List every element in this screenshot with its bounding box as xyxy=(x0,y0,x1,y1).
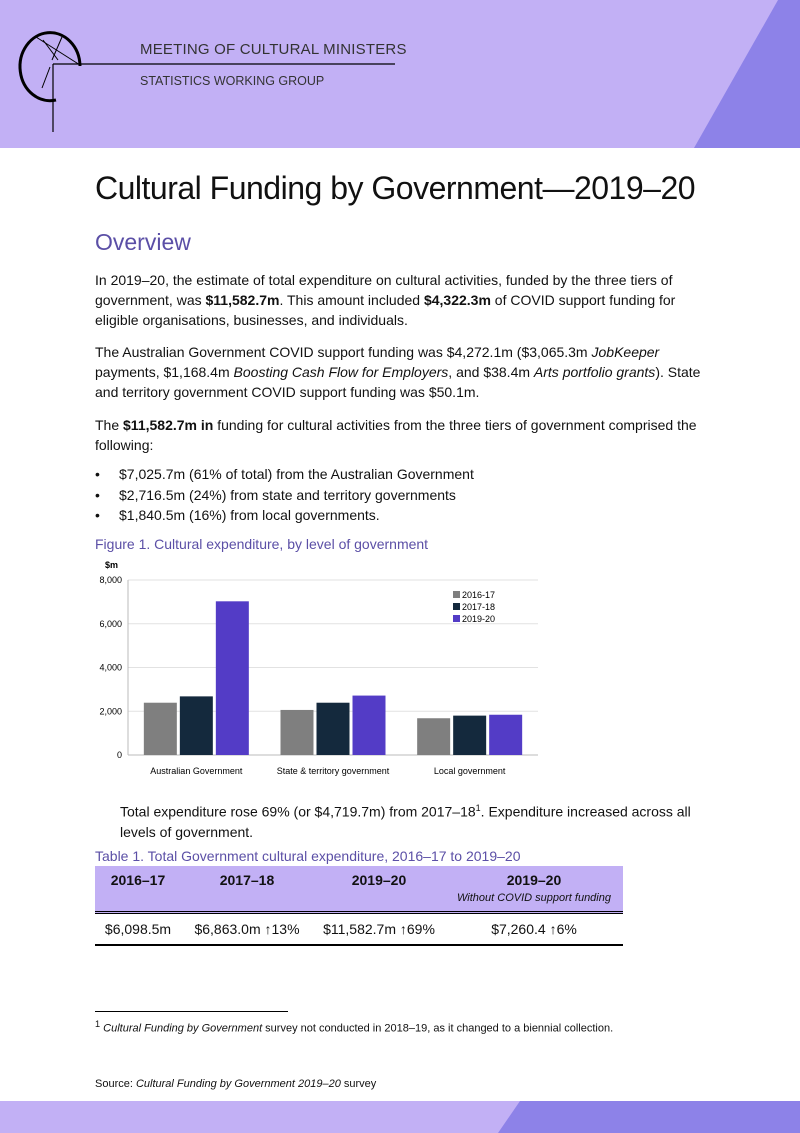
col-header: 2017–18 xyxy=(181,866,313,914)
header-accent-shape xyxy=(694,0,800,148)
header-band: MEETING OF CULTURAL MINISTERS STATISTICS… xyxy=(0,0,800,148)
table-cell: $6,098.5m xyxy=(95,912,181,946)
col-header: 2019–20 xyxy=(313,866,445,914)
bullet-list: $7,025.7m (61% of total) from the Austra… xyxy=(95,464,474,526)
col-header: 2019–20 Without COVID support funding xyxy=(445,866,623,914)
legend-label: 2019-20 xyxy=(462,614,495,624)
bullet-item: $2,716.5m (24%) from state and territory… xyxy=(95,485,474,506)
bar xyxy=(215,601,249,755)
legend-swatch xyxy=(453,615,460,622)
group-name: STATISTICS WORKING GROUP xyxy=(140,74,325,88)
bar xyxy=(316,702,350,755)
table-header-row: 2016–17 2017–18 2019–20 2019–20 Without C… xyxy=(95,866,623,914)
x-tick-label: Local government xyxy=(434,766,506,776)
paragraph-2: The Australian Government COVID support … xyxy=(95,344,701,400)
bar xyxy=(417,718,451,755)
footnote: 1 Cultural Funding by Government survey … xyxy=(95,1019,614,1035)
legend-swatch xyxy=(453,591,460,598)
paragraph-1: In 2019–20, the estimate of total expend… xyxy=(95,272,676,328)
y-tick-label: 2,000 xyxy=(99,706,122,716)
col-header: 2016–17 xyxy=(95,866,181,914)
logo-icon xyxy=(18,31,395,132)
footnote-divider xyxy=(95,1011,288,1012)
y-tick-label: 4,000 xyxy=(99,663,122,673)
org-name: MEETING OF CULTURAL MINISTERS xyxy=(140,41,407,58)
legend-label: 2016-17 xyxy=(462,590,495,600)
table-cell: $7,260.4 ↑6% xyxy=(445,912,623,946)
table-caption: Table 1. Total Government cultural expen… xyxy=(95,848,521,864)
bar xyxy=(143,702,177,755)
legend-swatch xyxy=(453,603,460,610)
bar-chart: $m 0 2,000 4,000 6,000 8,000 Australian Govern… xyxy=(99,560,538,776)
table-cell: $6,863.0m ↑13% xyxy=(181,912,313,946)
page-title: Cultural Funding by Government—2019–20 xyxy=(95,170,696,206)
footer-accent-shape xyxy=(498,1101,800,1133)
section-heading: Overview xyxy=(95,229,191,255)
y-axis-label: $m xyxy=(105,560,118,570)
table-row: $6,098.5m $6,863.0m ↑13% $11,582.7m ↑69%… xyxy=(95,912,623,946)
source-note: Source: Cultural Funding by Government 2… xyxy=(95,1078,377,1090)
y-tick-label: 0 xyxy=(117,750,122,760)
bar xyxy=(280,709,314,755)
paragraph-4: Total expenditure rose 69% (or $4,719.7m… xyxy=(120,803,691,840)
x-tick-label: State & territory government xyxy=(277,766,390,776)
header-graphics xyxy=(18,0,800,148)
x-tick-label: Australian Government xyxy=(150,766,243,776)
bar xyxy=(179,696,213,755)
footer-band xyxy=(0,1101,800,1133)
bar xyxy=(352,695,386,755)
y-tick-label: 6,000 xyxy=(99,619,122,629)
table-cell: $11,582.7m ↑69% xyxy=(313,912,445,946)
bullet-item: $1,840.5m (16%) from local governments. xyxy=(95,505,474,526)
bullet-item: $7,025.7m (61% of total) from the Austra… xyxy=(95,464,474,485)
y-tick-label: 8,000 xyxy=(99,575,122,585)
legend-label: 2017-18 xyxy=(462,602,495,612)
bar xyxy=(453,715,487,755)
figure-caption: Figure 1. Cultural expenditure, by level… xyxy=(95,536,429,552)
bar xyxy=(489,714,523,755)
paragraph-3: The $11,582.7m in funding for cultural a… xyxy=(95,417,697,453)
expenditure-table: 2016–17 2017–18 2019–20 2019–20 Without C… xyxy=(95,866,623,946)
